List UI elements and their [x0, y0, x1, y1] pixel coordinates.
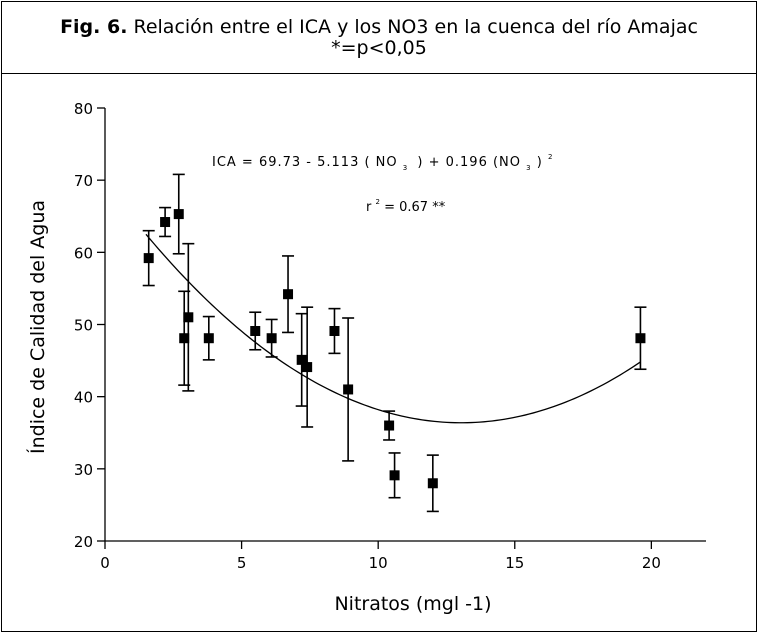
equation-end: ) [537, 155, 543, 170]
marker-13 [384, 420, 395, 431]
x-tick-label-3: 15 [505, 554, 524, 572]
r2-label: r [366, 200, 372, 215]
fit-curve [145, 233, 641, 424]
data-point-10 [301, 306, 314, 428]
marker-1 [160, 217, 171, 228]
equation-sub-2: 3 [526, 164, 531, 172]
marker-4 [183, 312, 194, 323]
data-point-6 [249, 311, 262, 351]
figure-title: Relación entre el ICA y los NO3 en la cu… [133, 16, 698, 38]
data-point-11 [328, 307, 341, 355]
data-point-0 [142, 229, 155, 287]
r2-value: = 0.67 ** [384, 200, 446, 215]
data-point-5 [202, 315, 215, 361]
data-point-12 [342, 317, 355, 462]
y-tick-label-2: 40 [74, 389, 93, 407]
marker-7 [266, 333, 277, 344]
y-tick-label-0: 20 [74, 533, 93, 551]
equation-sup: 2 [548, 153, 553, 161]
figure-subtitle: *=p<0,05 [331, 37, 427, 59]
y-tick-label-5: 70 [74, 172, 93, 190]
data-point-9 [295, 312, 308, 407]
x-axis-label: Nitratos (mgl -1) [334, 593, 491, 615]
y-tick-label-6: 80 [74, 100, 93, 118]
marker-15 [427, 478, 438, 489]
equation-sub-1: 3 [403, 164, 408, 172]
marker-11 [329, 325, 340, 336]
r2-annotation: r 2 = 0.67 ** [366, 193, 446, 215]
data-point-1 [159, 206, 172, 238]
chart-axes: 20 30 40 50 60 70 80 0 5 10 15 20 [74, 100, 706, 572]
equation-mid: ) + 0.196 (NO [417, 155, 521, 170]
y-tick-label-4: 60 [74, 244, 93, 262]
marker-2 [173, 209, 184, 220]
y-tick-label-3: 50 [74, 317, 93, 335]
marker-9 [296, 354, 307, 365]
figure-caption: Fig. 6. Relación entre el ICA y los NO3 … [2, 2, 756, 74]
r2-sup: 2 [376, 198, 380, 206]
marker-3 [179, 333, 190, 344]
marker-14 [389, 470, 400, 481]
marker-6 [250, 325, 261, 336]
data-point-8 [282, 255, 295, 334]
marker-0 [143, 253, 154, 264]
x-tick-label-2: 10 [369, 554, 388, 572]
data-point-4 [182, 242, 195, 392]
x-tick-label-1: 5 [237, 554, 247, 572]
marker-10 [302, 362, 313, 373]
y-axis-label: Índice de Calidad del Agua [26, 200, 49, 454]
equation-annotation: ICA = 69.73 - 5.113 ( NO 3 ) + 0.196 (NO… [212, 153, 553, 174]
y-tick-label-1: 30 [74, 461, 93, 479]
figure-label: Fig. 6. [60, 16, 128, 38]
equation-main: ICA = 69.73 - 5.113 ( NO [212, 155, 398, 170]
marker-12 [343, 384, 354, 395]
data-point-16 [634, 306, 647, 371]
data-point-14 [388, 452, 401, 499]
data-points [142, 173, 647, 513]
data-point-15 [426, 454, 439, 513]
data-point-7 [265, 318, 278, 358]
marker-16 [635, 333, 646, 344]
fit-curve-group [145, 233, 641, 424]
marker-8 [283, 289, 294, 300]
marker-5 [203, 333, 214, 344]
data-point-2 [172, 173, 185, 255]
x-tick-label-0: 0 [100, 554, 110, 572]
x-tick-label-4: 20 [642, 554, 661, 572]
data-point-13 [383, 410, 396, 441]
